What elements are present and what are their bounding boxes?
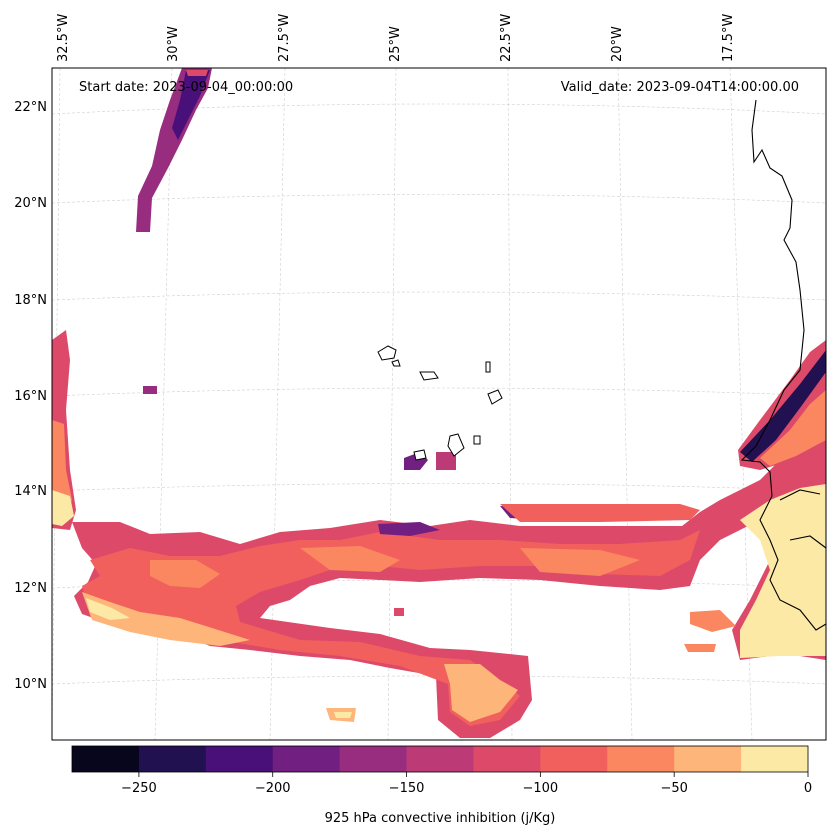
coastline-gambia bbox=[779, 489, 821, 501]
island-sao-vicente bbox=[391, 359, 401, 367]
contour-speck bbox=[143, 386, 157, 394]
contour-east-dark bbox=[740, 350, 826, 462]
colorbar-bin bbox=[406, 746, 474, 772]
cape-verde-islands bbox=[377, 345, 503, 461]
island-fogo bbox=[413, 449, 427, 461]
contour-south-blob-core bbox=[334, 712, 352, 718]
contour-itcz-band-inner bbox=[82, 530, 700, 726]
longitude-labels: 32.5°W 30°W 27.5°W 25°W 22.5°W 20°W 17.5°W bbox=[56, 14, 736, 62]
gridline-18n bbox=[51, 291, 827, 301]
gridline-16n bbox=[51, 387, 827, 397]
start-date-label: Start date: 2023-09-04_00:00:00 bbox=[79, 80, 293, 95]
contour-itcz-band-south-pale bbox=[86, 598, 130, 620]
lon-label: 17.5°W bbox=[721, 14, 736, 62]
contour-itcz-band-warm bbox=[150, 546, 640, 588]
colorbar-tick-label: −150 bbox=[389, 781, 425, 796]
valid-date-label: Valid_date: 2023-09-04T14:00:00.00 bbox=[561, 80, 799, 95]
lon-label: 30°W bbox=[166, 26, 181, 62]
lon-label: 25°W bbox=[388, 26, 403, 62]
gridline-20w bbox=[617, 67, 633, 741]
map-frame bbox=[51, 67, 827, 741]
lat-label: 14°N bbox=[14, 484, 47, 499]
lon-label: 22.5°W bbox=[499, 14, 514, 62]
island-sal bbox=[485, 361, 491, 373]
contour-band-northeast bbox=[500, 504, 700, 522]
colorbar-bin bbox=[138, 746, 207, 772]
island-boa-vista bbox=[487, 389, 503, 405]
latitude-labels: 22°N 20°N 18°N 16°N 14°N 12°N 10°N bbox=[14, 100, 47, 692]
colorbar-tick-label: −200 bbox=[255, 781, 291, 796]
coastline-casamance bbox=[789, 535, 827, 549]
colorbar-frame bbox=[71, 745, 809, 773]
contour-east-pale bbox=[740, 484, 826, 658]
contour-itcz-band-south bbox=[82, 592, 250, 646]
colorbar-bin bbox=[272, 746, 341, 772]
gridline-25w bbox=[387, 67, 397, 741]
island-santo-antao bbox=[377, 345, 397, 361]
lat-label: 22°N bbox=[14, 100, 47, 115]
contour-south-lobe bbox=[444, 664, 518, 722]
contour-island-speck-2 bbox=[436, 452, 456, 470]
colorbar-bin bbox=[540, 746, 608, 772]
gridline-22n bbox=[51, 103, 827, 115]
island-santiago bbox=[447, 433, 465, 457]
colorbar-bin bbox=[473, 746, 541, 772]
colorbar-bin bbox=[674, 746, 742, 772]
lon-label: 27.5°W bbox=[277, 14, 292, 62]
lon-label: 20°W bbox=[610, 26, 625, 62]
island-maio bbox=[473, 435, 481, 445]
african-coastline bbox=[740, 99, 827, 631]
island-sao-nicolau bbox=[419, 371, 439, 381]
colorbar-tick-label: −50 bbox=[660, 781, 687, 796]
graticule bbox=[51, 67, 827, 741]
lat-label: 16°N bbox=[14, 389, 47, 404]
colorbar-bins bbox=[72, 746, 809, 772]
coastline-mainland bbox=[740, 99, 827, 631]
contour-west-edge-inner bbox=[52, 490, 74, 526]
lat-label: 18°N bbox=[14, 293, 47, 308]
colorbar-title: 925 hPa convective inhibition (j/Kg) bbox=[325, 811, 556, 826]
colorbar: −250 −200 −150 −100 −50 0 925 hPa convective … bbox=[71, 745, 812, 826]
colorbar-tick-label: 0 bbox=[804, 781, 812, 796]
gridline-14n bbox=[51, 483, 827, 492]
contour-streak-north-tip bbox=[186, 70, 208, 76]
lat-label: 12°N bbox=[14, 581, 47, 596]
contour-south-speck bbox=[394, 608, 404, 616]
map-panel bbox=[51, 67, 827, 741]
lat-label: 20°N bbox=[14, 196, 47, 211]
colorbar-tick-label: −250 bbox=[121, 781, 157, 796]
contour-east-warm bbox=[760, 390, 826, 466]
lat-label: 10°N bbox=[14, 677, 47, 692]
contour-east-specks bbox=[684, 610, 736, 652]
colorbar-bin bbox=[607, 746, 675, 772]
colorbar-bin bbox=[339, 746, 408, 772]
gridline-22-5w bbox=[507, 67, 513, 741]
cin-contours bbox=[52, 68, 826, 738]
colorbar-tick-label: −100 bbox=[523, 781, 559, 796]
colorbar-bin bbox=[205, 746, 274, 772]
colorbar-bin bbox=[72, 746, 140, 772]
lon-label: 32.5°W bbox=[56, 14, 71, 62]
colorbar-bin bbox=[741, 746, 809, 772]
gridline-20n bbox=[51, 194, 827, 204]
contour-streak-north-core bbox=[172, 70, 210, 140]
colorbar-ticks: −250 −200 −150 −100 −50 0 bbox=[121, 772, 812, 796]
